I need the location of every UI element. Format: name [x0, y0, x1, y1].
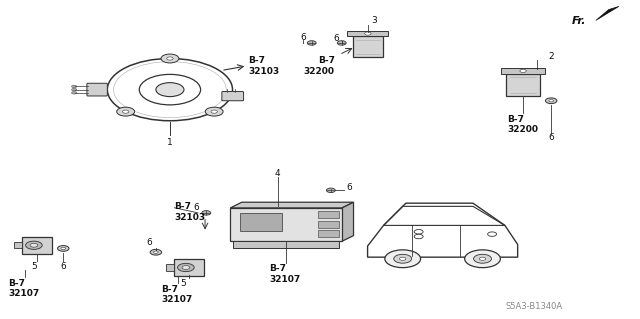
- Bar: [166, 264, 173, 271]
- Circle shape: [326, 188, 335, 193]
- Circle shape: [61, 247, 65, 249]
- Circle shape: [72, 92, 77, 94]
- Text: S5A3-B1340A: S5A3-B1340A: [506, 302, 563, 311]
- Circle shape: [520, 69, 526, 72]
- Bar: [318, 221, 339, 228]
- Polygon shape: [342, 202, 353, 241]
- Circle shape: [167, 57, 173, 60]
- Circle shape: [177, 263, 194, 271]
- Text: 5: 5: [180, 279, 186, 288]
- Circle shape: [122, 110, 129, 113]
- Circle shape: [116, 107, 134, 116]
- Circle shape: [488, 232, 497, 236]
- Circle shape: [154, 251, 158, 253]
- Circle shape: [414, 230, 423, 234]
- Circle shape: [337, 41, 346, 45]
- Circle shape: [385, 250, 420, 268]
- Text: B-7
32107: B-7 32107: [269, 264, 300, 284]
- Bar: [22, 237, 52, 254]
- Circle shape: [399, 257, 406, 260]
- Circle shape: [72, 85, 77, 88]
- Bar: [501, 68, 545, 74]
- Bar: [318, 211, 339, 218]
- Circle shape: [161, 54, 179, 63]
- Text: B-7
32103: B-7 32103: [248, 56, 280, 76]
- Text: 6: 6: [147, 238, 152, 247]
- Bar: [230, 208, 342, 241]
- Text: B-7
32107: B-7 32107: [162, 285, 193, 304]
- Circle shape: [26, 241, 42, 249]
- Circle shape: [474, 254, 492, 263]
- Circle shape: [549, 100, 554, 102]
- Circle shape: [211, 110, 218, 113]
- Bar: [14, 242, 22, 249]
- Polygon shape: [230, 202, 353, 208]
- Text: 5: 5: [31, 262, 36, 271]
- Circle shape: [205, 107, 223, 116]
- Circle shape: [30, 243, 38, 247]
- Text: B-7
32103: B-7 32103: [174, 202, 205, 222]
- Text: 4: 4: [275, 169, 280, 178]
- Bar: [348, 31, 388, 36]
- Text: 3: 3: [371, 16, 377, 25]
- Bar: [240, 213, 282, 231]
- Text: 1: 1: [167, 138, 173, 147]
- Text: 6: 6: [347, 183, 353, 192]
- Circle shape: [150, 249, 162, 255]
- Bar: [234, 241, 339, 248]
- FancyBboxPatch shape: [353, 36, 383, 57]
- Circle shape: [182, 266, 189, 269]
- Circle shape: [156, 83, 184, 97]
- Circle shape: [72, 88, 77, 91]
- Text: 6: 6: [333, 34, 339, 43]
- Text: 6: 6: [60, 262, 66, 271]
- Text: Fr.: Fr.: [572, 16, 586, 26]
- Text: 6: 6: [193, 203, 198, 212]
- Text: 6: 6: [301, 33, 307, 42]
- Circle shape: [202, 211, 211, 215]
- Text: B-7
32107: B-7 32107: [8, 278, 40, 298]
- Text: B-7
32200: B-7 32200: [304, 56, 335, 76]
- FancyBboxPatch shape: [222, 92, 244, 101]
- Polygon shape: [596, 6, 619, 20]
- Text: 2: 2: [548, 52, 554, 61]
- Bar: [173, 259, 204, 276]
- Circle shape: [394, 254, 412, 263]
- Circle shape: [58, 246, 69, 251]
- Circle shape: [307, 41, 316, 45]
- FancyBboxPatch shape: [506, 74, 540, 96]
- Circle shape: [465, 250, 500, 268]
- Circle shape: [479, 257, 486, 260]
- Text: 6: 6: [548, 133, 554, 142]
- Bar: [318, 230, 339, 237]
- Circle shape: [545, 98, 557, 104]
- Text: B-7
32200: B-7 32200: [507, 115, 538, 134]
- FancyBboxPatch shape: [87, 83, 108, 96]
- Circle shape: [365, 32, 371, 35]
- Circle shape: [414, 234, 423, 239]
